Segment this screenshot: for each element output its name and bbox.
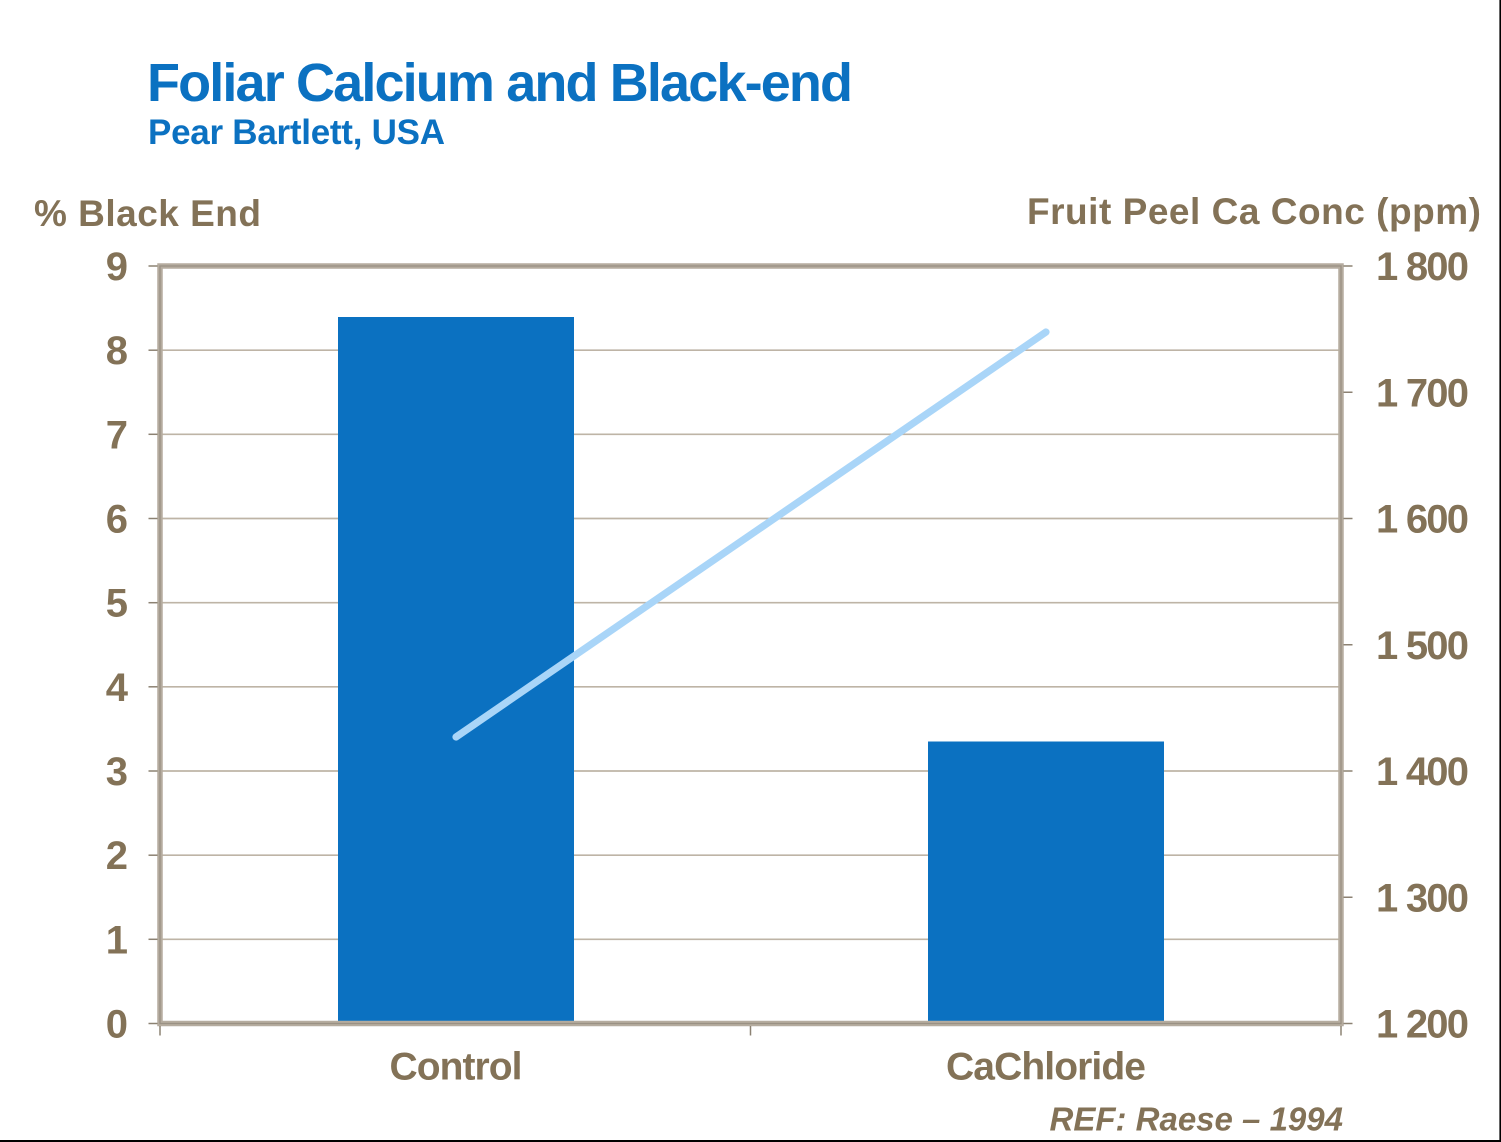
svg-text:1 500: 1 500 [1376,624,1469,668]
svg-text:1 200: 1 200 [1376,1003,1469,1047]
svg-text:3: 3 [106,750,128,794]
svg-text:1: 1 [106,918,128,962]
svg-text:6: 6 [106,498,128,542]
svg-text:4: 4 [106,666,129,710]
svg-text:% Black End: % Black End [34,193,261,234]
svg-text:Foliar Calcium and Black-end: Foliar Calcium and Black-end [147,53,853,113]
svg-text:REF: Raese – 1994: REF: Raese – 1994 [1049,1101,1343,1138]
svg-text:1 300: 1 300 [1376,876,1469,920]
svg-text:CaChloride: CaChloride [946,1046,1146,1089]
svg-text:8: 8 [106,329,128,373]
svg-text:Pear Bartlett, USA: Pear Bartlett, USA [148,113,445,152]
svg-text:Control: Control [390,1046,523,1089]
svg-text:1 700: 1 700 [1376,371,1469,415]
svg-text:1 400: 1 400 [1376,750,1469,794]
svg-text:1 800: 1 800 [1376,245,1469,289]
svg-text:2: 2 [106,834,128,878]
svg-text:0: 0 [106,1003,128,1047]
svg-text:Fruit Peel Ca Conc (ppm): Fruit Peel Ca Conc (ppm) [1027,191,1481,232]
svg-text:9: 9 [106,245,128,289]
svg-text:5: 5 [106,582,128,626]
svg-text:7: 7 [106,413,128,457]
svg-text:1 600: 1 600 [1376,498,1469,542]
